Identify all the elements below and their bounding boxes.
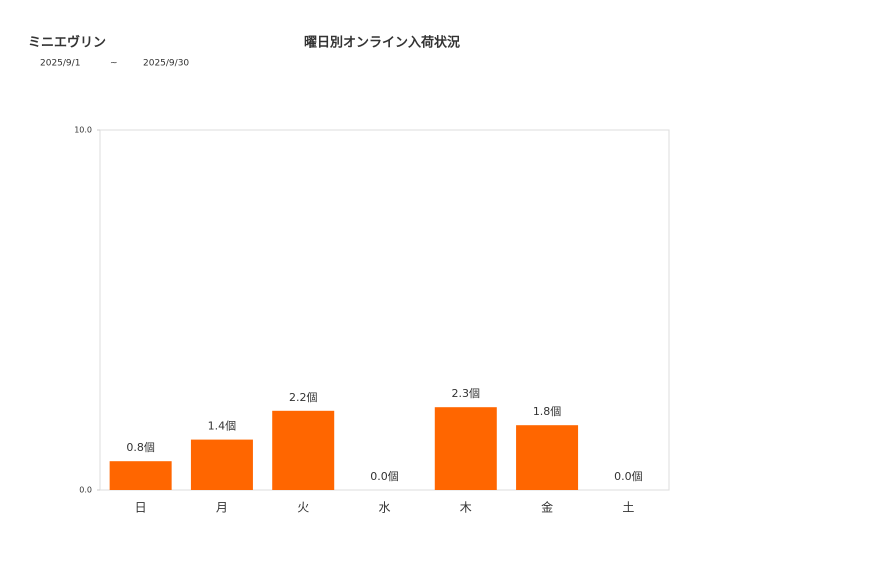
y-tick-label: 0.0: [79, 486, 92, 495]
date-to: 2025/9/30: [143, 59, 189, 69]
value-label: 1.4個: [208, 420, 237, 433]
bar: [516, 425, 579, 490]
y-tick-label: 10.0: [74, 126, 92, 135]
bar: [434, 407, 497, 490]
date-sep: ~: [110, 59, 118, 69]
bar: [109, 461, 172, 490]
bar: [272, 410, 335, 490]
chart-title: 曜日別オンライン入荷状況: [304, 35, 460, 51]
bar: [190, 439, 253, 490]
value-label: 1.8個: [533, 405, 562, 418]
x-tick-label: 土: [622, 501, 634, 515]
value-label: 0.0個: [370, 470, 399, 483]
x-tick-label: 木: [460, 501, 472, 515]
x-tick-label: 月: [216, 501, 228, 515]
date-from: 2025/9/1: [40, 59, 80, 69]
value-label: 2.2個: [289, 391, 318, 404]
x-tick-label: 水: [378, 501, 390, 515]
shop-name: ミニエヴリン: [28, 35, 106, 51]
plot-frame: [99, 129, 670, 491]
value-label: 0.8個: [126, 441, 155, 454]
x-tick-label: 火: [297, 501, 309, 515]
x-tick-label: 金: [541, 500, 553, 515]
value-label: 0.0個: [614, 470, 643, 483]
x-tick-label: 日: [135, 501, 147, 515]
value-label: 2.3個: [452, 387, 481, 400]
